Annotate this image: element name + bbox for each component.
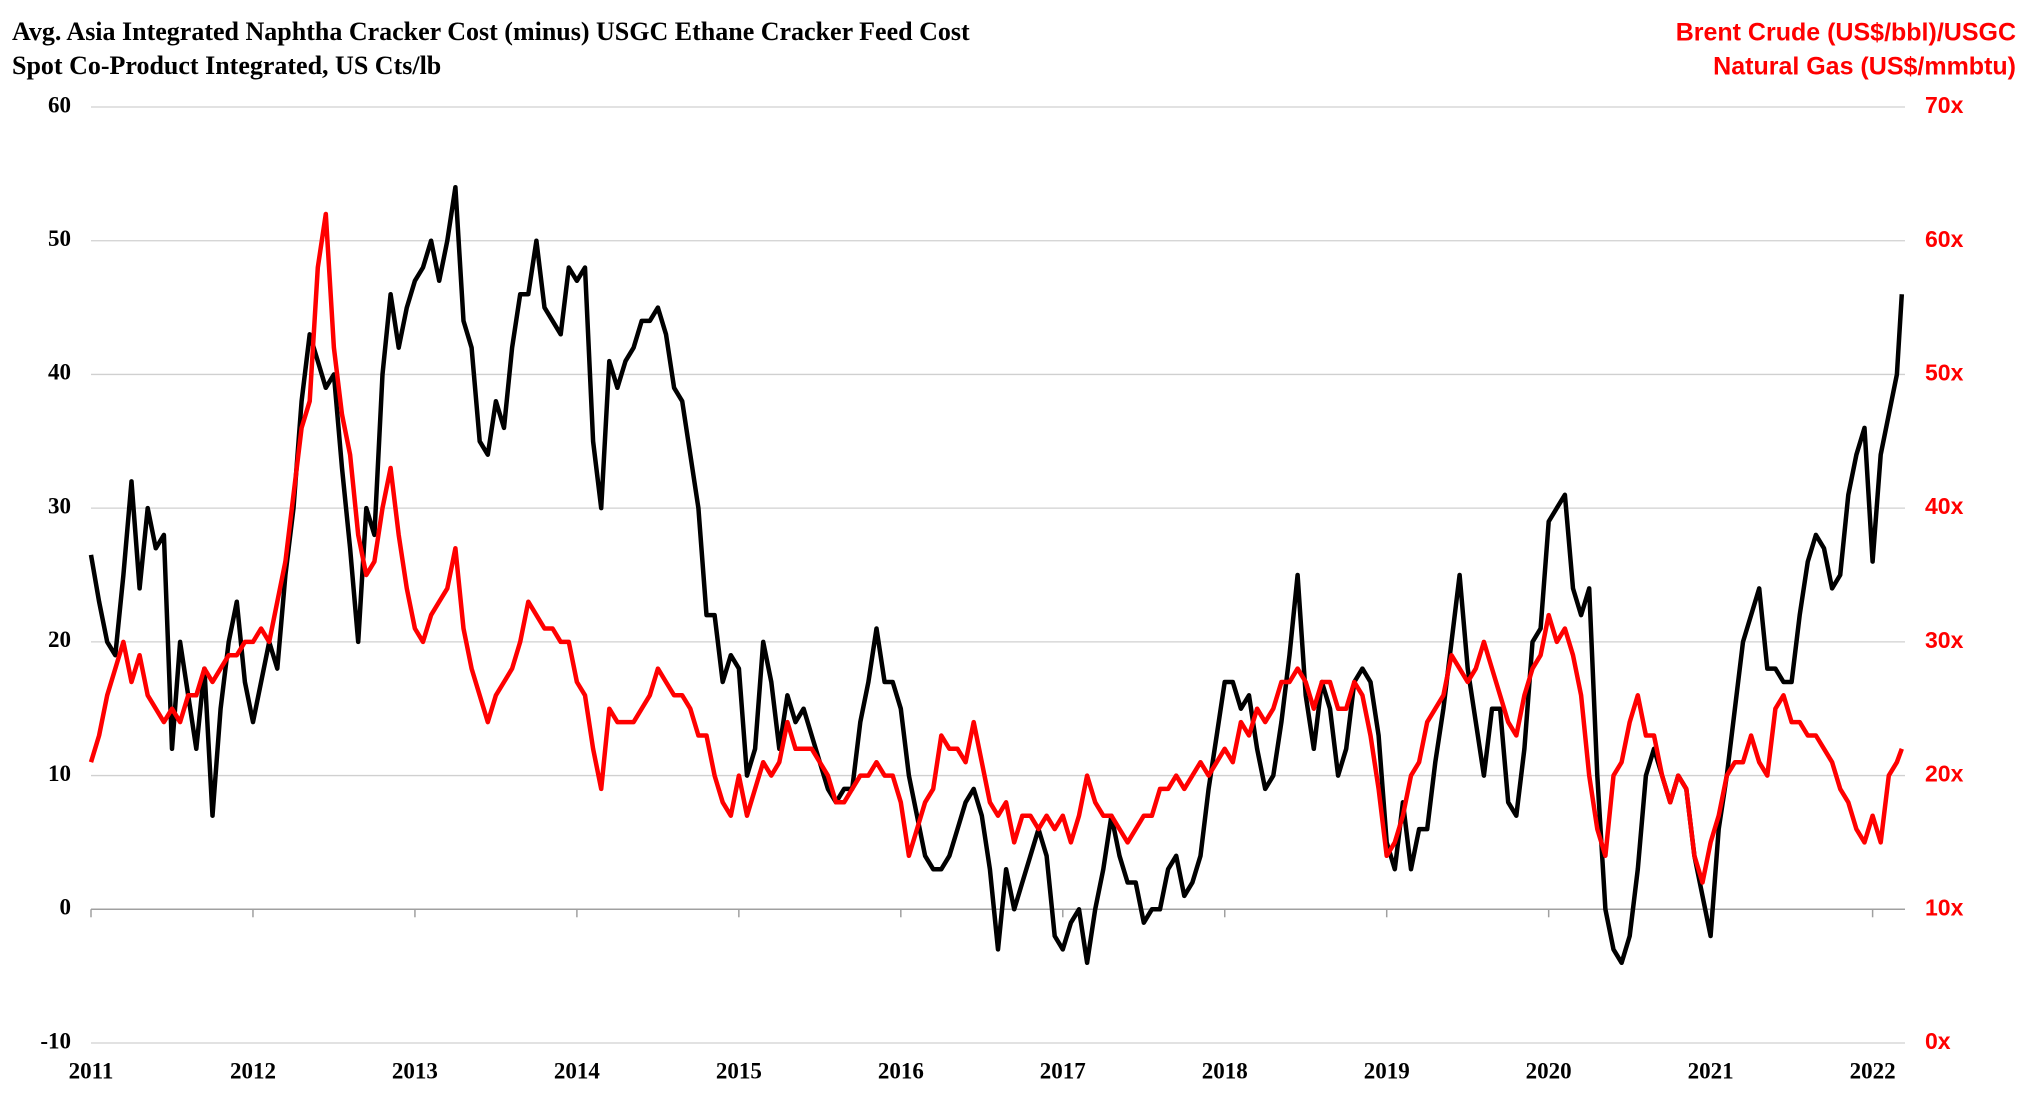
y2-tick-label: 20x xyxy=(1925,761,1964,787)
series-line xyxy=(88,184,1905,966)
y-tick-label: 0 xyxy=(60,895,72,920)
series-line xyxy=(88,211,1904,885)
y-tick-label: 60 xyxy=(48,92,71,117)
y2-tick-label: 0x xyxy=(1925,1028,1951,1054)
y-tick-label: 10 xyxy=(48,761,71,786)
right-axis-title: Brent Crude (US$/bbl)/USGC xyxy=(1676,19,2016,47)
y2-tick-label: 60x xyxy=(1925,226,1964,252)
y-tick-label: -10 xyxy=(40,1028,71,1053)
right-axis-title: Natural Gas (US$/mmbtu) xyxy=(1713,53,2016,81)
y2-tick-label: 40x xyxy=(1925,493,1964,519)
y2-tick-label: 30x xyxy=(1925,627,1964,653)
y-tick-label: 20 xyxy=(48,627,71,652)
x-tick-label: 2020 xyxy=(1526,1058,1572,1083)
left-axis-title: Spot Co-Product Integrated, US Cts/lb xyxy=(12,51,441,80)
x-tick-label: 2022 xyxy=(1850,1058,1896,1083)
y2-tick-label: 50x xyxy=(1925,360,1964,386)
left-axis-title: Avg. Asia Integrated Naphtha Cracker Cos… xyxy=(12,17,970,46)
x-tick-label: 2019 xyxy=(1364,1058,1410,1083)
x-tick-label: 2021 xyxy=(1688,1058,1734,1083)
x-tick-label: 2016 xyxy=(878,1058,924,1083)
x-tick-label: 2017 xyxy=(1040,1058,1086,1083)
x-tick-label: 2014 xyxy=(554,1058,601,1083)
y2-tick-label: 70x xyxy=(1925,92,1964,118)
x-tick-label: 2011 xyxy=(69,1058,114,1083)
x-tick-label: 2013 xyxy=(392,1058,438,1083)
y2-tick-label: 10x xyxy=(1925,894,1964,920)
x-tick-label: 2018 xyxy=(1202,1058,1248,1083)
y-tick-label: 40 xyxy=(48,360,71,385)
y-tick-label: 50 xyxy=(48,226,71,251)
y-tick-label: 30 xyxy=(48,493,71,518)
x-tick-label: 2012 xyxy=(230,1058,276,1083)
x-tick-label: 2015 xyxy=(716,1058,762,1083)
